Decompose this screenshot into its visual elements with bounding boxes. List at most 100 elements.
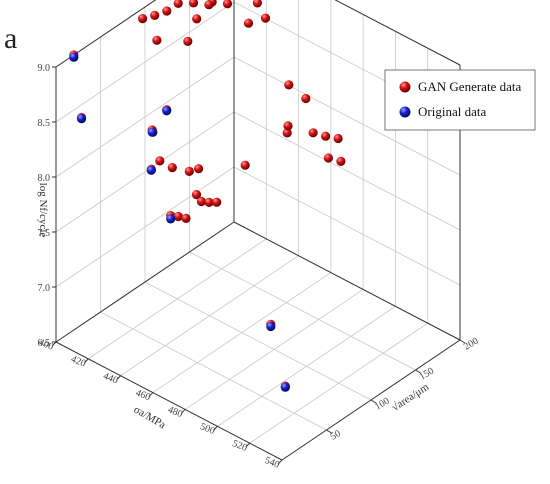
chart-walls <box>56 0 460 460</box>
gan-point <box>204 197 214 207</box>
tick-mark-x <box>277 459 283 465</box>
gan-point <box>183 36 193 47</box>
gan-point <box>333 133 343 144</box>
gan-point <box>188 0 199 8</box>
gan-point <box>222 0 233 9</box>
tick-mark-x <box>245 442 251 448</box>
gan-point <box>323 153 333 163</box>
tick-label-y: 150 <box>418 366 436 383</box>
original-point <box>166 214 176 224</box>
gan-point <box>301 93 311 104</box>
tick-label-y: 200 <box>462 336 480 353</box>
original-point <box>76 114 87 124</box>
tick-label-z: 9.0 <box>38 63 51 74</box>
legend-marker-gan <box>399 81 411 93</box>
legend-box <box>384 69 536 131</box>
gan-point <box>173 0 183 8</box>
chart-frame <box>55 0 461 461</box>
gan-point <box>212 197 222 207</box>
gan-point <box>173 211 183 222</box>
original-point <box>69 52 79 62</box>
original-point <box>147 127 157 137</box>
gan-point <box>167 163 177 173</box>
gan-point <box>282 128 292 138</box>
tick-label-z: 7.0 <box>38 283 51 294</box>
gan-point <box>243 18 254 28</box>
gan-point <box>204 0 214 10</box>
gan-point <box>150 10 160 20</box>
gan-point <box>308 128 318 138</box>
gan-point <box>321 131 331 141</box>
tick-mark-y <box>459 339 466 344</box>
gan-point <box>283 121 293 131</box>
gan-point <box>162 6 172 16</box>
grid-line-z-left <box>55 1 235 123</box>
legend-label-original: Original data <box>418 104 486 119</box>
tick-label-z: 7.5 <box>38 228 51 239</box>
tick-mark-x <box>148 392 154 397</box>
original-point <box>162 106 172 116</box>
frame-edge <box>233 221 461 341</box>
tick-mark-x <box>116 375 121 381</box>
tick-mark-y <box>415 369 421 374</box>
tick-label-x: 460 <box>134 388 152 404</box>
gan-point <box>192 14 202 24</box>
tick-mark-x <box>51 341 57 347</box>
original-point <box>266 321 276 332</box>
tick-label-x: 500 <box>198 421 216 437</box>
axis-title-y: √area/μm <box>390 381 432 414</box>
grid-line-y-floor <box>100 311 327 431</box>
original-point <box>280 382 290 392</box>
tick-label-x: 400 <box>37 337 55 353</box>
axis-title-x: σa/MPa <box>131 404 167 432</box>
tick-mark-x <box>213 425 218 431</box>
grid-line-z-right <box>233 56 461 176</box>
gan-point <box>260 13 271 23</box>
panel-label: a <box>4 22 17 55</box>
gan-point <box>138 14 148 24</box>
gan-point <box>152 35 162 45</box>
chart-legend: GAN Generate data Original data <box>384 69 536 131</box>
gan-point <box>252 0 262 8</box>
tick-label-x: 440 <box>102 371 120 387</box>
frame-edge <box>55 341 283 461</box>
frame-edge <box>55 0 157 68</box>
gan-point <box>240 160 250 170</box>
gan-point <box>284 80 294 90</box>
gan-point <box>336 156 346 166</box>
tick-label-z: 8.0 <box>38 173 51 184</box>
frame-edge <box>55 221 235 343</box>
tick-label-y: 50 <box>329 428 343 443</box>
grid-line-z-left <box>55 111 235 233</box>
gan-point <box>196 196 206 207</box>
tick-label-x: 520 <box>231 438 249 454</box>
tick-mark-y <box>370 399 377 404</box>
tick-label-z: 6.5 <box>38 338 51 349</box>
tick-mark-y <box>326 429 332 434</box>
gan-point <box>155 156 165 166</box>
chart-points <box>69 0 346 392</box>
tick-label-z: 8.5 <box>38 118 51 129</box>
tick-mark-x <box>180 409 186 414</box>
grid-line-z-left <box>55 56 235 178</box>
gan-point <box>191 190 202 200</box>
chart-ticks: 400420440460480500520540501001502006.57.… <box>37 63 481 471</box>
tick-mark-x <box>83 358 89 364</box>
grid-line-z-right <box>233 166 461 286</box>
frame-edge <box>334 0 461 66</box>
tick-label-x: 420 <box>69 354 87 370</box>
grid-line-z-right <box>233 111 461 231</box>
tick-label-x: 480 <box>166 404 184 420</box>
grid-line-z-left <box>55 166 235 288</box>
original-point <box>146 165 156 175</box>
grid-line-y-floor <box>144 281 372 401</box>
axis-title-z: log Nf/cycle <box>37 183 49 238</box>
grid-line-y-floor <box>189 251 416 371</box>
legend-label-gan: GAN Generate data <box>418 79 521 94</box>
gan-point <box>181 213 191 223</box>
legend-marker-original <box>399 106 411 118</box>
gan-point <box>184 166 194 176</box>
gan-point <box>194 164 204 174</box>
